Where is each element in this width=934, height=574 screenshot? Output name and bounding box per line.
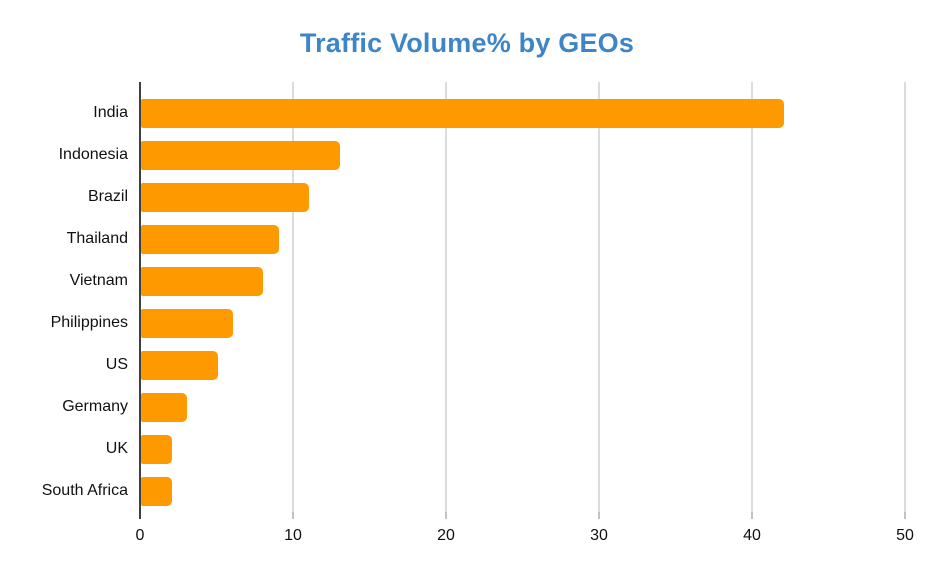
category-label-indonesia: Indonesia <box>58 146 128 163</box>
bar-uk <box>141 434 172 464</box>
bar-south-africa <box>141 476 172 506</box>
category-label-us: US <box>105 356 128 373</box>
gridline-20 <box>445 82 447 512</box>
y-axis-line <box>139 82 141 519</box>
category-label-uk: UK <box>105 440 128 457</box>
x-tick-label-20: 20 <box>437 527 455 544</box>
gridline-30 <box>598 82 600 512</box>
bar-india <box>141 98 784 128</box>
bar-thailand <box>141 224 279 254</box>
category-label-south-africa: South Africa <box>41 482 128 499</box>
chart-title: Traffic Volume% by GEOs <box>299 28 635 58</box>
x-tick-label-40: 40 <box>743 527 761 544</box>
bar-vietnam <box>141 266 264 296</box>
x-tick-label-50: 50 <box>896 527 914 544</box>
category-label-germany: Germany <box>62 398 128 415</box>
category-label-philippines: Philippines <box>50 314 128 331</box>
category-label-brazil: Brazil <box>87 188 128 205</box>
x-tick-label-0: 0 <box>135 527 145 544</box>
bar-brazil <box>141 182 310 212</box>
category-label-vietnam: Vietnam <box>69 272 128 289</box>
gridline-50 <box>904 82 906 512</box>
bar-germany <box>141 392 187 422</box>
x-axis-tick-50 <box>904 512 906 519</box>
x-tick-label-10: 10 <box>284 527 302 544</box>
x-tick-label-30: 30 <box>590 527 608 544</box>
x-axis-tick-30 <box>598 512 600 519</box>
bar-philippines <box>141 308 233 338</box>
category-label-india: India <box>93 104 128 121</box>
gridline-40 <box>751 82 753 512</box>
x-axis-tick-40 <box>751 512 753 519</box>
x-axis-tick-10 <box>292 512 294 519</box>
bar-us <box>141 350 218 380</box>
category-label-thailand: Thailand <box>66 230 128 247</box>
x-axis-tick-20 <box>445 512 447 519</box>
gridline-10 <box>292 82 294 512</box>
bar-indonesia <box>141 140 340 170</box>
